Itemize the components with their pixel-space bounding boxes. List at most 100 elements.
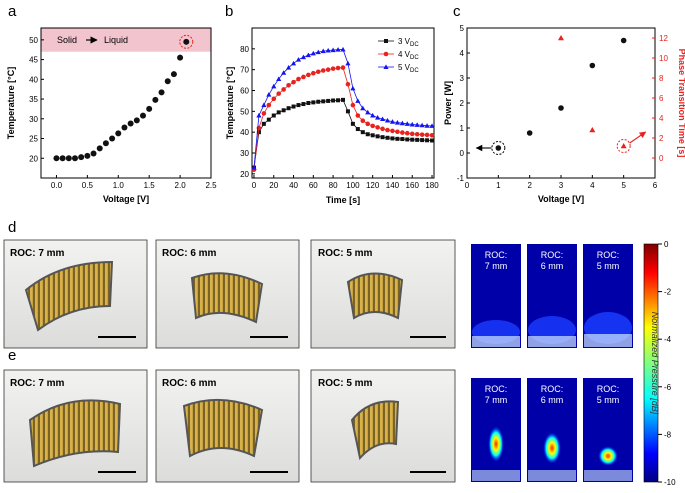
photo-e-2: ROC: 6 mm xyxy=(155,369,300,483)
flexible-transducer-image xyxy=(28,399,122,468)
chart-b-point xyxy=(291,104,296,109)
chart-b-ytick-label: 60 xyxy=(240,87,249,96)
chart-b-point xyxy=(271,96,277,102)
chart-b-point xyxy=(345,109,350,114)
chart-b-point xyxy=(291,79,296,85)
flexible-transducer-image xyxy=(346,272,404,320)
chart-c-right-ytick-label: 0 xyxy=(659,154,664,163)
chart-c-power-point xyxy=(495,145,502,151)
chart-b-point xyxy=(414,131,420,137)
chart-b-point xyxy=(399,120,405,126)
chart-b-point xyxy=(419,132,425,137)
chart-c-xtick-label: 5 xyxy=(621,181,626,190)
photo-row-d: ROC: 7 mm ROC: 6 mm ROC: 5 mm xyxy=(3,239,456,349)
chart-a-point xyxy=(164,78,171,85)
chart-a-point xyxy=(133,117,140,124)
chart-b-point xyxy=(375,114,381,120)
sim-f-1: ROC: 7 mm xyxy=(471,244,521,348)
chart-b-xtick-label: 80 xyxy=(329,181,338,190)
chart-b-point xyxy=(380,126,385,132)
chart-b-point xyxy=(365,109,371,115)
chart-b-point xyxy=(266,117,271,122)
chart-b-point xyxy=(409,131,415,137)
photo-d-2: ROC: 6 mm xyxy=(155,239,300,349)
chart-c-transition-point xyxy=(620,143,627,149)
chart-b-point xyxy=(325,47,331,53)
chart-a-point xyxy=(53,155,60,162)
chart-b-point xyxy=(336,98,341,103)
flexible-transducer-image xyxy=(182,398,264,458)
chart-c-ylabel-right: Phase Transition Time [s] xyxy=(677,49,685,158)
sim-f-3: ROC: 5 mm xyxy=(583,244,633,348)
chart-b-xtick-label: 120 xyxy=(366,181,380,190)
chart-b-point xyxy=(424,123,430,128)
chart-b-point xyxy=(261,121,266,126)
chart-b-point xyxy=(340,65,346,70)
chart-b-point xyxy=(330,47,336,53)
chart-a-xtick-label: 2.5 xyxy=(205,181,217,190)
chart-b-point xyxy=(390,128,395,134)
chart-b-xtick-label: 20 xyxy=(269,181,278,190)
chart-c-ytick-label: 0 xyxy=(460,149,465,158)
chart-b-point xyxy=(430,138,435,143)
chart-c-frame xyxy=(466,27,656,179)
chart-b-point xyxy=(409,121,415,127)
chart-b-point xyxy=(300,54,307,60)
chart-a-point xyxy=(140,112,146,119)
chart-b-xtick-label: 40 xyxy=(289,181,298,190)
chart-b-point xyxy=(410,137,415,142)
flexible-transducer-image xyxy=(350,400,400,461)
chart-b-series-line xyxy=(253,67,433,170)
chart-b-point xyxy=(350,102,356,108)
chart-b-point xyxy=(380,135,385,140)
chart-b-point xyxy=(370,123,375,129)
chart-a-xlabel: Voltage [V] xyxy=(103,194,149,204)
chart-c-power-point xyxy=(620,37,627,44)
chart-b-point xyxy=(395,129,400,135)
colorbar: 0 -2 -4 -6 -8 -10 Normalized Pressure [dB] xyxy=(643,240,676,487)
chart-b-legend-label: 3 VDC xyxy=(398,37,419,48)
chart-a-ytick-label: 20 xyxy=(29,154,38,163)
sim-g-3-label-2: 5 mm xyxy=(597,395,620,405)
chart-b-point xyxy=(315,69,321,75)
chart-b-point xyxy=(266,92,272,97)
chart-c-right-ytick-label: 8 xyxy=(659,74,664,83)
chart-b-point xyxy=(419,122,425,128)
flexible-transducer-image xyxy=(24,260,114,332)
chart-c-power-highlight xyxy=(491,141,506,155)
chart-b-point xyxy=(360,105,366,111)
chart-b-legend-marker xyxy=(383,51,389,57)
chart-b-point xyxy=(429,132,435,138)
chart-b-point xyxy=(285,64,292,70)
chart-c-xtick-label: 3 xyxy=(559,181,564,190)
chart-b-point xyxy=(395,136,400,141)
chart-c-ylabel: Power [W] xyxy=(443,81,453,125)
chart-b-point xyxy=(355,127,360,132)
chart-c-ytick-label: 1 xyxy=(460,124,465,133)
photo-e-1-label: ROC: 7 mm xyxy=(10,378,65,389)
chart-c-power-point xyxy=(589,62,596,69)
flexible-transducer-image xyxy=(190,272,264,324)
chart-b-point xyxy=(355,98,361,103)
chart-a-ytick-label: 45 xyxy=(29,56,38,65)
chart-a-highlight-circle xyxy=(179,34,194,49)
chart-b-point xyxy=(365,132,370,137)
chart-b-point xyxy=(384,117,391,123)
chart-b-point xyxy=(415,137,420,142)
colorbar-tick-label: -4 xyxy=(664,335,672,344)
chart-a-point xyxy=(109,135,116,142)
chart-a-ytick-label: 50 xyxy=(29,36,38,45)
chart-a-band-text-left: Solid xyxy=(57,35,77,45)
chart-b-point xyxy=(414,122,420,127)
chart-b-point xyxy=(261,111,267,116)
photo-e-3-label: ROC: 5 mm xyxy=(318,378,373,389)
colorbar-label: Normalized Pressure [dB] xyxy=(650,312,660,415)
chart-b-point xyxy=(320,68,326,73)
chart-b-xtick-label: 0 xyxy=(252,181,257,190)
photo-d-3: ROC: 5 mm xyxy=(310,239,456,349)
sim-f-1-label-2: 7 mm xyxy=(485,261,508,271)
simulation-row-g: ROC: 7 mm ROC: 6 mm ROC: 5 mm xyxy=(471,378,633,482)
chart-b-ylabel: Temperature [°C] xyxy=(225,67,235,139)
